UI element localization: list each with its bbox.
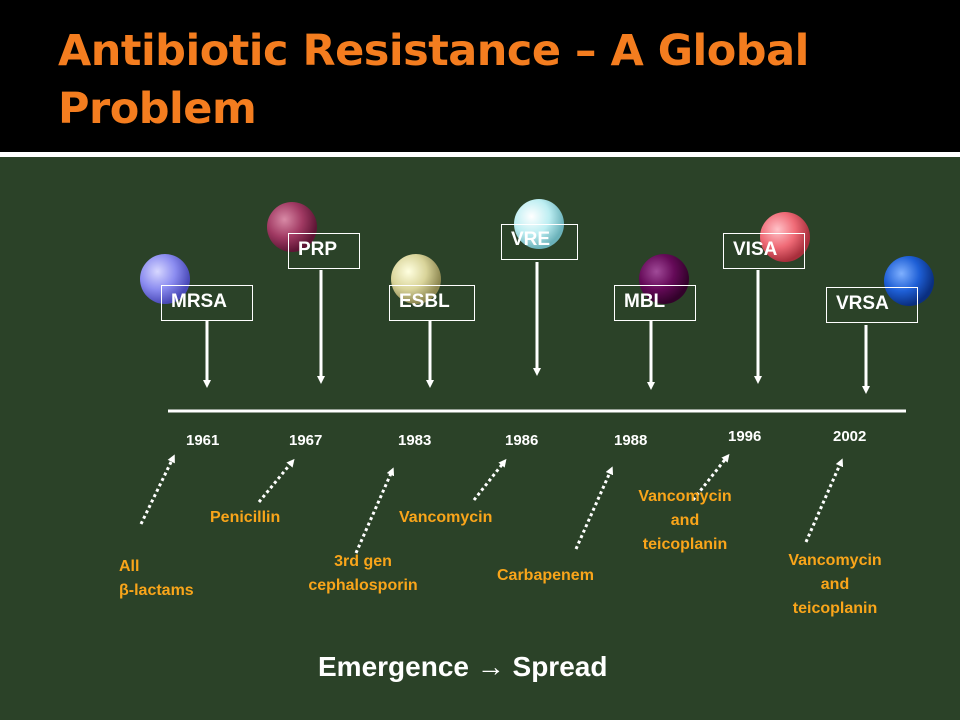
organism-orb-visa	[760, 212, 810, 262]
drug-label-penicillin: Penicillin	[210, 509, 281, 526]
organism-label: VISA	[733, 239, 778, 260]
organism-orb-mbl	[639, 254, 689, 304]
drug-label-beta-lactams: All β-lactams	[119, 558, 194, 599]
organism-box-mrsa: MRSA	[161, 285, 253, 321]
organism-label: ESBL	[399, 291, 450, 312]
emergence-spread-caption: Emergence → Spread	[318, 651, 608, 682]
year-label: 1967	[289, 432, 323, 449]
organism-label: PRP	[298, 239, 338, 260]
spread-arrow-2	[257, 458, 295, 503]
spread-arrow-7	[804, 458, 844, 543]
organism-label: VRE	[511, 229, 551, 250]
organism-box-prp: PRP	[288, 233, 360, 269]
slide-title: Antibiotic Resistance – A Global Problem	[58, 26, 809, 134]
organism-label: MRSA	[171, 291, 227, 312]
organism-orb-prp	[267, 202, 317, 252]
organism-box-vre: VRE	[501, 224, 578, 260]
title-divider	[0, 152, 960, 157]
drug-label-vanco-teico-1: Vancomycin and teicoplanin	[638, 488, 732, 553]
spread-arrow-3	[354, 467, 395, 554]
drug-label-vanco-teico-2: Vancomycin and teicoplanin	[788, 552, 882, 617]
organism-orb-vrsa	[884, 256, 934, 306]
year-label: 2002	[833, 428, 867, 445]
spread-arrow-5	[574, 466, 614, 550]
title-bar: Antibiotic Resistance – A Global Problem	[0, 0, 960, 152]
organism-label: MBL	[624, 291, 666, 312]
organism-box-esbl: ESBL	[389, 285, 475, 321]
spread-arrow-1	[139, 454, 175, 525]
year-label: 1988	[614, 432, 648, 449]
spread-arrow-4	[472, 458, 507, 501]
year-label: 1986	[505, 432, 539, 449]
year-label: 1996	[728, 428, 762, 445]
organism-orb-mrsa	[140, 254, 190, 304]
organism-label: VRSA	[836, 293, 889, 314]
drug-label-vancomycin: Vancomycin	[399, 509, 493, 526]
year-label: 1961	[186, 432, 220, 449]
organism-box-vrsa: VRSA	[826, 287, 918, 323]
drug-label-carbapenem: Carbapenem	[497, 567, 594, 584]
year-label: 1983	[398, 432, 432, 449]
organism-orb-esbl	[391, 254, 441, 304]
drug-label-cephalosporin: 3rd gen cephalosporin	[308, 553, 418, 594]
organism-box-visa: VISA	[723, 233, 805, 269]
organism-box-mbl: MBL	[614, 285, 696, 321]
